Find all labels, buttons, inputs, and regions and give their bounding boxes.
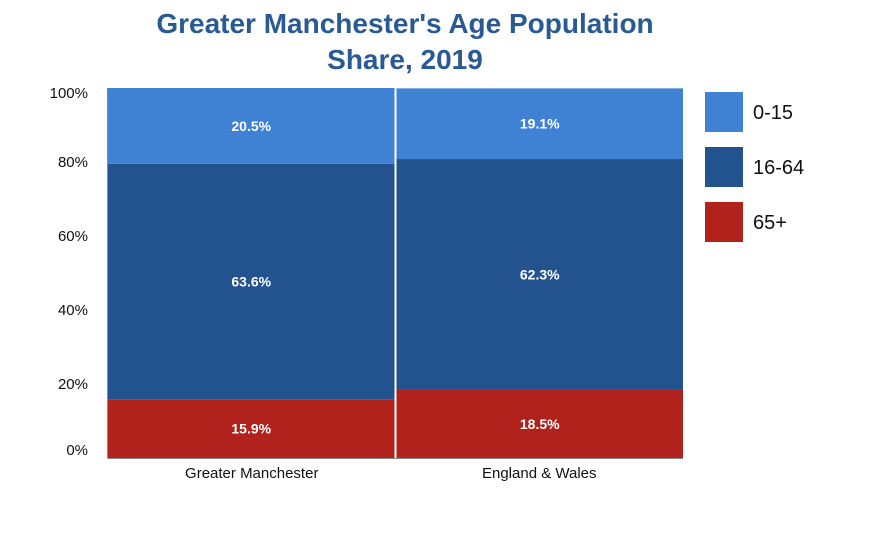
y-tick-label: 0% xyxy=(66,442,88,459)
data-label: 62.3% xyxy=(520,266,560,282)
plot-area: 15.9% 63.6% 20.5% Greater Manchester 18.5% 62… xyxy=(50,85,683,482)
y-tick-label: 80% xyxy=(58,154,88,171)
bar-segment-16-64-1 xyxy=(108,163,395,400)
legend-label: 16-64 xyxy=(753,157,804,179)
data-label: 15.9% xyxy=(231,421,271,437)
bar-segment-0-15-2 xyxy=(396,88,683,160)
x-tick-label: Greater Manchester xyxy=(185,465,318,482)
bar-segment-0-15-1 xyxy=(108,88,395,164)
chart-title-line-2: Share, 2019 xyxy=(327,44,483,75)
bar-segment-65-2 xyxy=(396,389,683,458)
data-label: 18.5% xyxy=(520,416,560,432)
legend-swatch xyxy=(705,147,743,187)
chart-title-line-1: Greater Manchester's Age Population xyxy=(156,8,654,39)
chart-title: Greater Manchester's Age Population Shar… xyxy=(0,6,810,78)
data-label: 63.6% xyxy=(231,274,271,290)
data-label: 20.5% xyxy=(231,118,271,134)
legend-label: 65+ xyxy=(753,212,787,234)
bar-segment-16-64-2 xyxy=(396,159,683,390)
x-tick-label: England & Wales xyxy=(482,465,597,482)
y-tick-label: 60% xyxy=(58,228,88,245)
y-tick-label: 40% xyxy=(58,302,88,319)
legend-swatch xyxy=(705,202,743,242)
legend-label: 0-15 xyxy=(753,102,793,124)
y-tick-label: 20% xyxy=(58,376,88,393)
legend-swatch xyxy=(705,92,743,132)
legend: 0-15 16-64 65+ xyxy=(705,92,804,242)
bar-segment-65-1 xyxy=(108,399,395,458)
y-tick-label: 100% xyxy=(50,85,88,102)
data-label: 19.1% xyxy=(520,116,560,132)
